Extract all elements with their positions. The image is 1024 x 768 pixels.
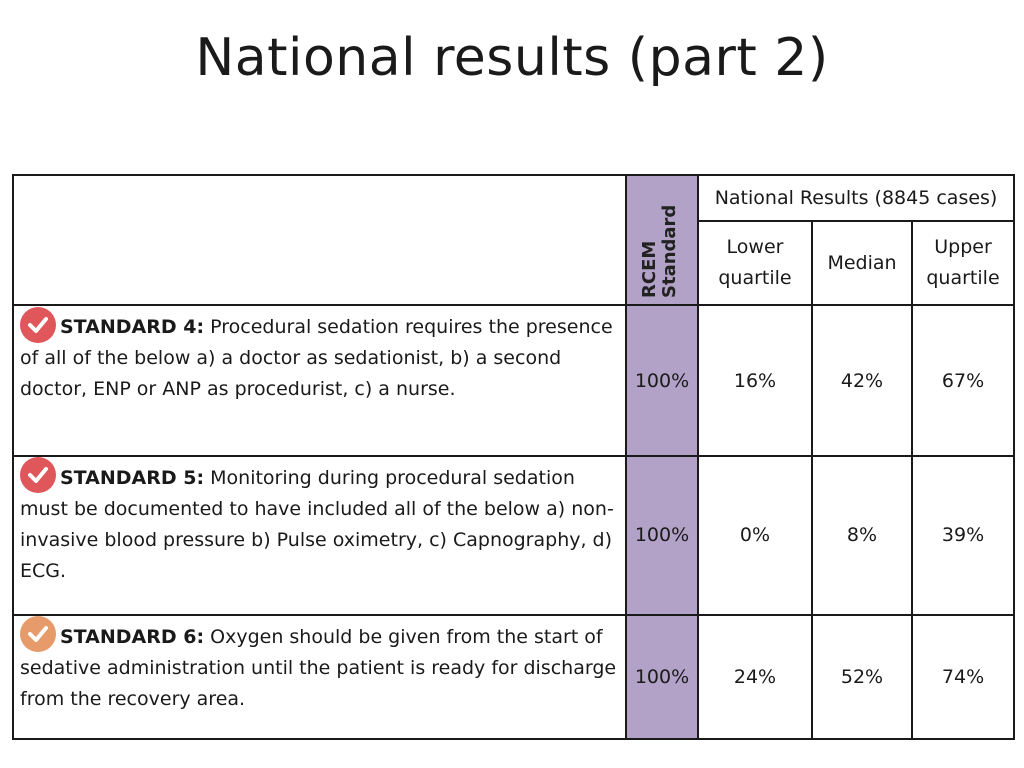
table-header-row-2: Lower quartile Median Upper quartile [13,220,1016,307]
check-circle-icon [20,616,56,653]
standard-description: STANDARD 5: Monitoring during procedural… [12,454,627,616]
median-value: 8% [811,454,913,616]
table-row-standard-6: STANDARD 6: Oxygen should be given from … [12,613,1016,741]
table-row-standard-5: STANDARD 5: Monitoring during procedural… [12,454,1016,616]
rcem-header-line1: RCEM [639,241,660,299]
upper-quartile-header: Upper quartile [910,220,1016,307]
lower-quartile-header-line1: Lower [726,236,784,259]
upper-quartile-value: 67% [910,304,1016,457]
median-value: 52% [811,613,913,741]
lower-quartile-value: 16% [697,304,813,457]
standard-description: STANDARD 6: Oxygen should be given from … [12,613,627,741]
check-circle-icon [20,457,56,494]
lower-quartile-value: 0% [697,454,813,616]
upper-quartile-header-line2: quartile [926,267,1000,290]
table-header-row-1: RCEM Standard National Results (8845 cas… [12,173,1016,307]
slide-title: National results (part 2) [195,28,829,88]
rcem-value: 100% [625,304,699,457]
standard-text: Monitoring during procedural sedation mu… [20,466,614,582]
national-results-table: RCEM Standard National Results (8845 cas… [12,173,1016,741]
standard-label: STANDARD 4: [60,316,205,339]
rcem-header-line2: Standard [659,205,680,299]
median-value: 42% [811,304,913,457]
standard-label: STANDARD 6: [60,625,205,648]
table-row-standard-4: STANDARD 4: Procedural sedation requires… [12,304,1016,457]
standard-description: STANDARD 4: Procedural sedation requires… [12,304,627,457]
rcem-value: 100% [625,454,699,616]
lower-quartile-header: Lower quartile [697,220,813,307]
rcem-value: 100% [625,613,699,741]
national-results-header: National Results (8845 cases) [696,173,1016,223]
check-circle-icon [20,306,56,343]
lower-quartile-header-line2: quartile [718,267,792,290]
median-header: Median [811,220,913,307]
standard-label: STANDARD 5: [60,466,205,489]
standard-text: Procedural sedation requires the presenc… [20,316,613,401]
rcem-standard-label: RCEM Standard [639,202,684,299]
upper-quartile-header-line1: Upper [934,236,992,259]
upper-quartile-value: 39% [910,454,1016,616]
rcem-standard-header: RCEM Standard [625,173,699,307]
lower-quartile-value: 24% [697,613,813,741]
standard-text: Oxygen should be given from the start of… [20,625,617,710]
upper-quartile-value: 74% [910,613,1016,741]
empty-header-cell [12,173,627,307]
